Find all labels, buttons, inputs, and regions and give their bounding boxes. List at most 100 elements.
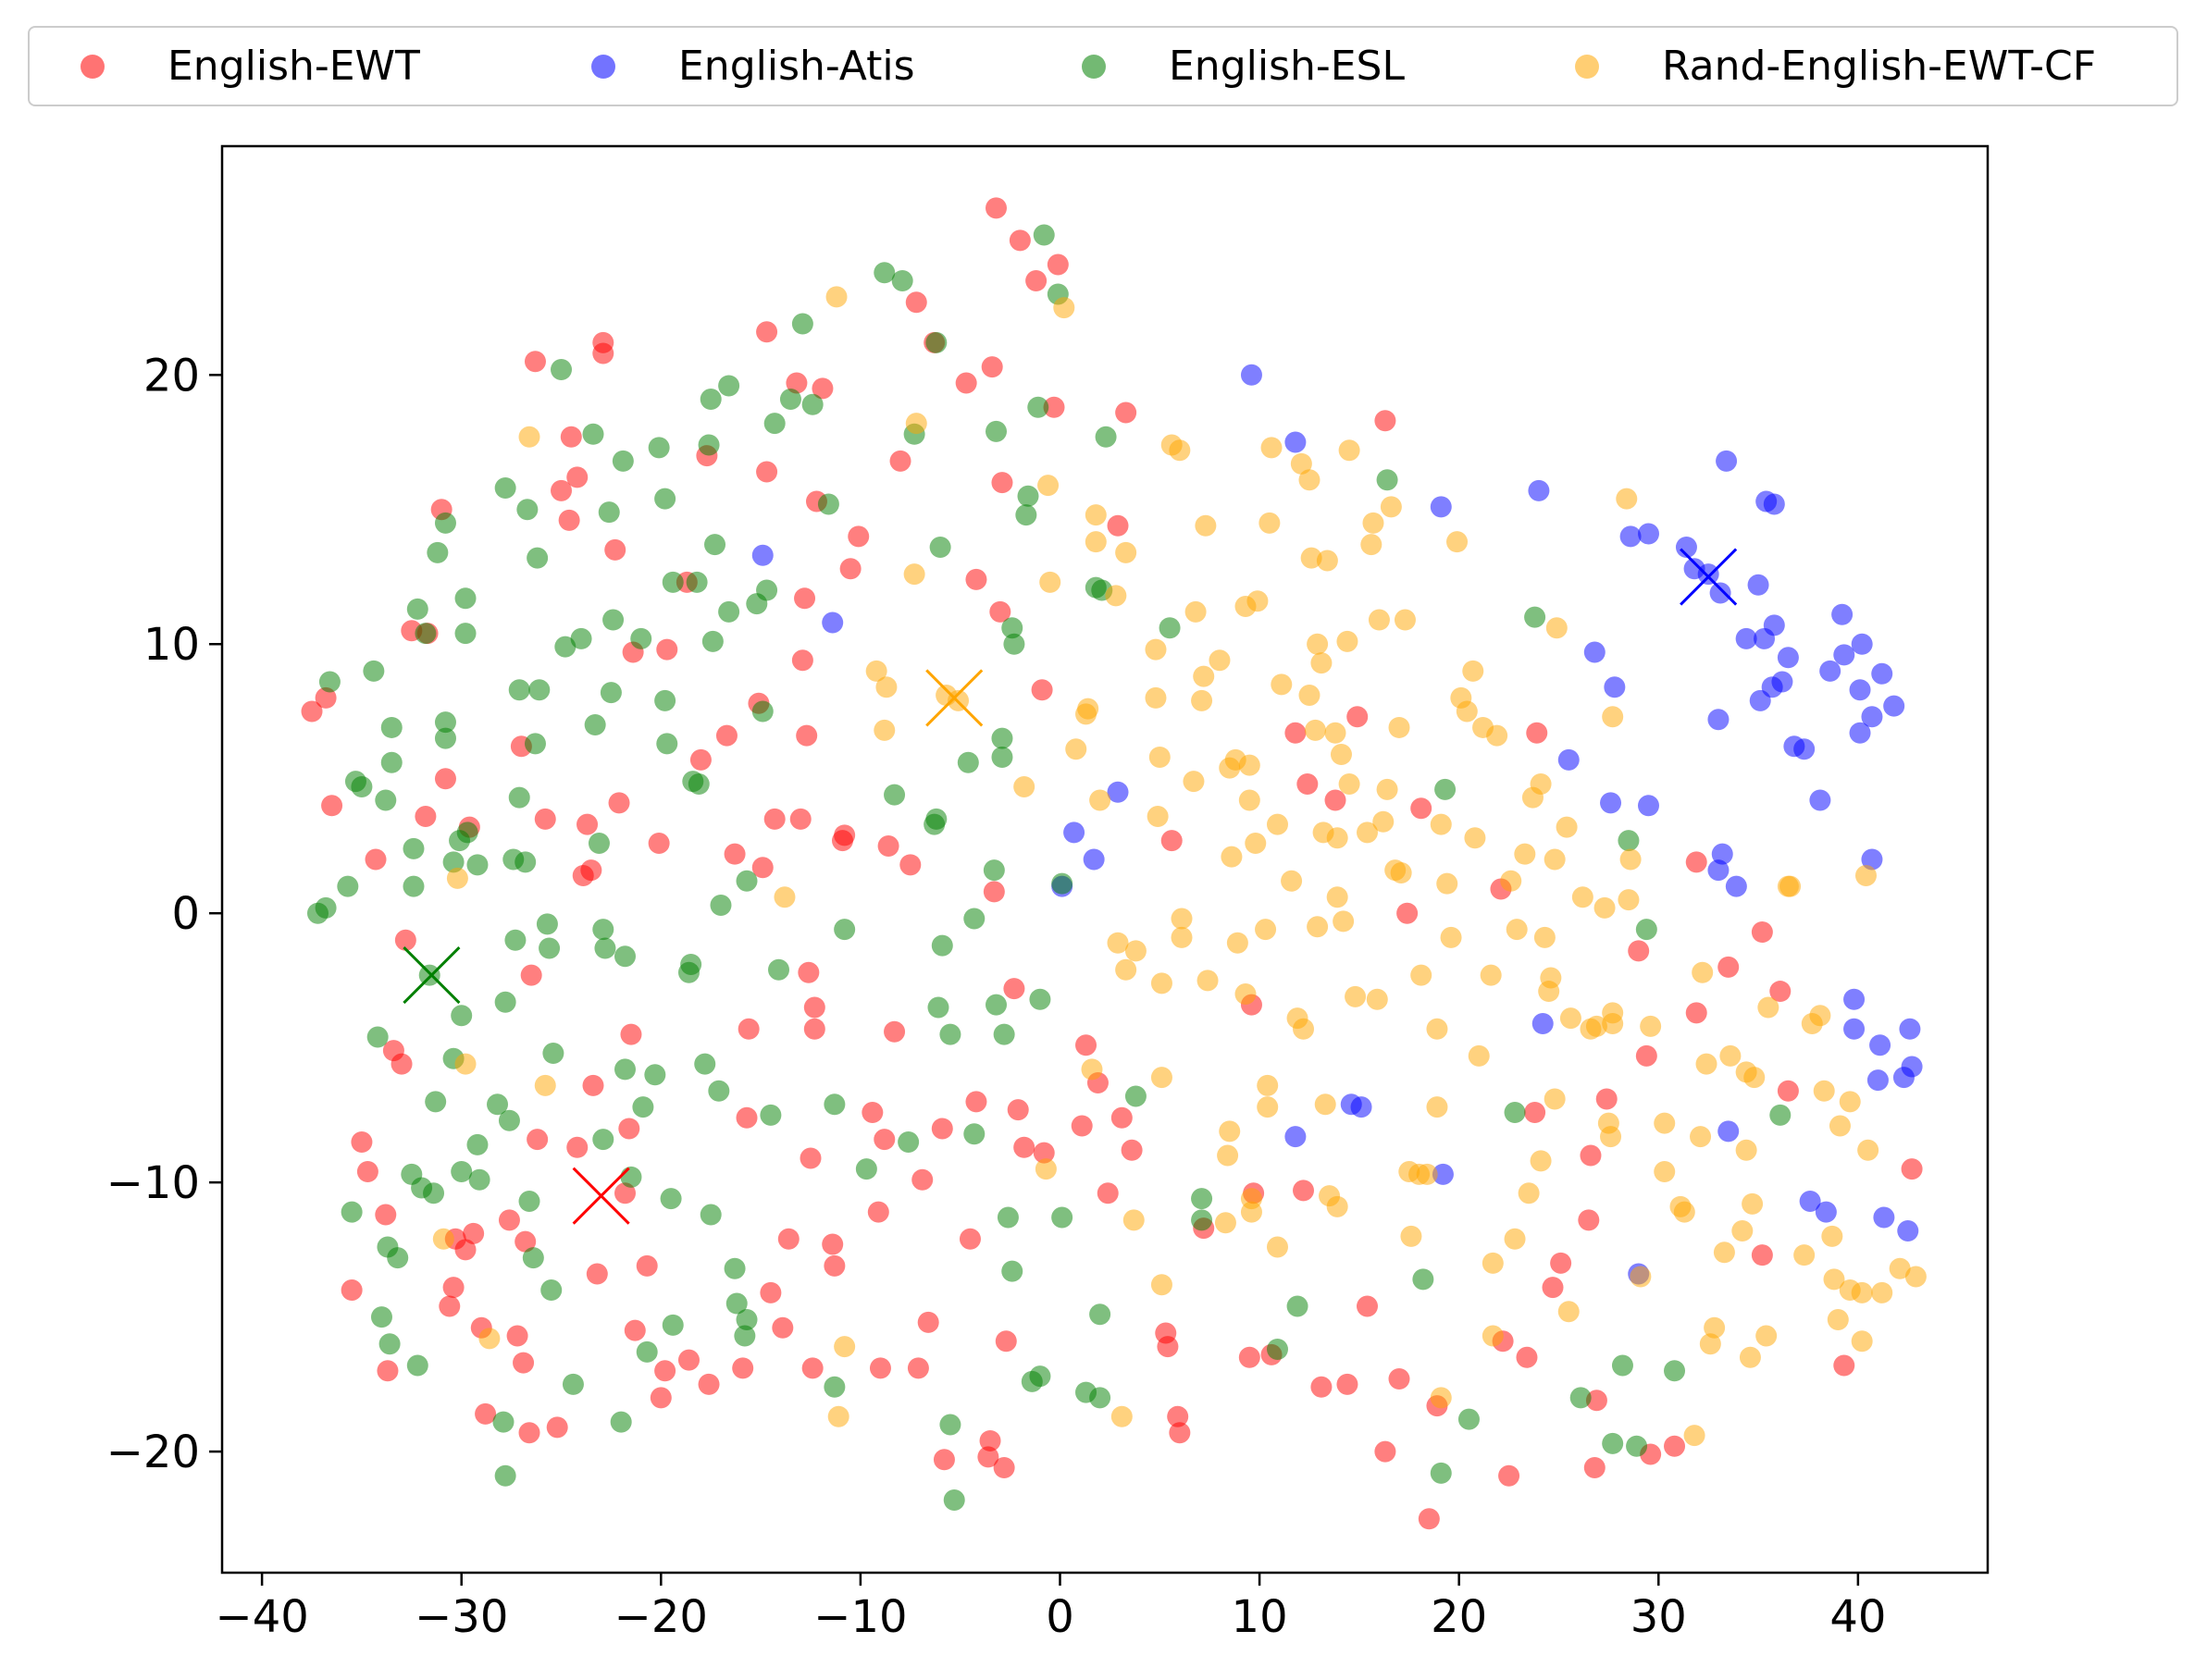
point-english-esl-128 [898, 1130, 920, 1153]
point-rand-english-ewt-cf-176 [1704, 1316, 1726, 1339]
point-english-ewt-93 [834, 824, 856, 846]
point-english-ewt-171 [1526, 722, 1548, 744]
point-english-esl-82 [636, 1340, 658, 1363]
point-english-esl-30 [442, 851, 465, 873]
point-english-atis-66 [1901, 1056, 1923, 1078]
point-english-esl-7 [363, 660, 385, 682]
point-rand-english-ewt-cf-4 [518, 426, 540, 448]
point-english-ewt-85 [801, 1357, 824, 1379]
point-english-esl-65 [570, 627, 592, 649]
point-english-esl-74 [602, 609, 625, 631]
point-english-ewt-143 [1160, 830, 1183, 852]
point-english-ewt-44 [582, 1074, 604, 1096]
point-rand-english-ewt-cf-107 [1372, 810, 1395, 833]
point-rand-english-ewt-cf-73 [1260, 437, 1283, 459]
point-rand-english-ewt-cf-0 [432, 1228, 454, 1250]
point-english-atis-11 [1430, 496, 1452, 518]
legend-label-english-ewt: English-EWT [167, 43, 420, 90]
point-english-ewt-75 [763, 808, 786, 830]
legend-marker-english-ewt [81, 54, 105, 79]
point-english-esl-102 [708, 1080, 730, 1102]
point-english-ewt-30 [518, 1422, 540, 1444]
point-english-esl-51 [515, 851, 537, 873]
point-english-ewt-178 [1595, 1088, 1618, 1110]
point-rand-english-ewt-cf-80 [1293, 1018, 1315, 1040]
point-english-esl-132 [925, 331, 948, 353]
point-english-esl-109 [736, 870, 758, 892]
point-rand-english-ewt-cf-106 [1368, 609, 1390, 631]
point-english-esl-42 [492, 1411, 515, 1433]
point-rand-english-ewt-cf-132 [1480, 964, 1502, 986]
point-english-ewt-48 [604, 538, 626, 561]
point-english-ewt-61 [677, 1349, 700, 1371]
y-tick-label: −10 [106, 1157, 200, 1209]
point-english-ewt-168 [1498, 1464, 1520, 1487]
legend-item-english-ewt: English-EWT [81, 28, 420, 105]
point-rand-english-ewt-cf-166 [1640, 1015, 1662, 1037]
point-english-ewt-68 [736, 1106, 758, 1129]
point-rand-english-ewt-cf-121 [1430, 1387, 1452, 1409]
point-rand-english-ewt-cf-111 [1388, 716, 1410, 738]
point-english-ewt-20 [454, 1239, 477, 1261]
point-rand-english-ewt-cf-41 [1150, 1067, 1172, 1089]
point-rand-english-ewt-cf-135 [1486, 724, 1508, 747]
point-rand-english-ewt-cf-22 [1065, 738, 1087, 760]
point-english-esl-24 [423, 1182, 445, 1204]
point-rand-english-ewt-cf-92 [1324, 722, 1346, 744]
point-english-esl-59 [539, 937, 561, 959]
point-english-esl-188 [1412, 1268, 1434, 1291]
point-english-ewt-36 [551, 479, 573, 501]
point-rand-english-ewt-cf-197 [1839, 1091, 1861, 1113]
point-english-esl-19 [406, 598, 428, 620]
point-rand-english-ewt-cf-185 [1755, 1325, 1778, 1347]
point-english-esl-127 [891, 269, 913, 291]
point-english-esl-187 [1769, 1104, 1792, 1126]
point-english-atis-16 [1583, 641, 1606, 663]
point-english-ewt-29 [515, 1230, 537, 1253]
point-english-ewt-154 [1310, 1376, 1333, 1398]
point-english-atis-13 [1528, 479, 1550, 501]
point-english-atis-55 [1851, 633, 1873, 655]
point-english-esl-131 [925, 808, 948, 830]
point-rand-english-ewt-cf-81 [1298, 685, 1320, 707]
point-english-esl-78 [614, 1058, 636, 1081]
point-rand-english-ewt-cf-55 [1217, 1144, 1239, 1167]
point-english-atis-42 [1777, 647, 1799, 669]
point-rand-english-ewt-cf-31 [1110, 1405, 1133, 1427]
point-english-esl-123 [834, 919, 856, 941]
point-rand-english-ewt-cf-30 [1107, 932, 1129, 954]
point-rand-english-ewt-cf-153 [1571, 886, 1593, 908]
point-english-atis-29 [1711, 843, 1733, 865]
point-rand-english-ewt-cf-204 [1889, 1257, 1911, 1279]
point-english-ewt-188 [1769, 981, 1792, 1003]
point-english-atis-0 [751, 544, 774, 566]
point-rand-english-ewt-cf-64 [1238, 754, 1260, 776]
point-english-esl-45 [494, 991, 516, 1013]
point-english-esl-83 [644, 1064, 666, 1086]
point-rand-english-ewt-cf-21 [1053, 297, 1075, 319]
point-rand-english-ewt-cf-54 [1214, 1212, 1236, 1234]
point-english-esl-17 [403, 837, 425, 859]
point-rand-english-ewt-cf-18 [1035, 1158, 1057, 1180]
point-rand-english-ewt-cf-171 [1683, 1425, 1705, 1447]
point-rand-english-ewt-cf-140 [1518, 1182, 1540, 1204]
point-english-esl-22 [415, 623, 437, 645]
point-english-ewt-173 [1550, 1252, 1572, 1274]
point-english-ewt-124 [1003, 978, 1025, 1000]
point-english-ewt-113 [965, 1091, 987, 1113]
point-english-esl-149 [1001, 617, 1023, 639]
point-rand-english-ewt-cf-53 [1209, 649, 1231, 672]
point-rand-english-ewt-cf-172 [1690, 1126, 1712, 1148]
point-english-atis-8 [1284, 1126, 1307, 1148]
point-english-esl-76 [612, 450, 634, 472]
point-english-esl-70 [592, 1129, 614, 1151]
point-english-esl-44 [494, 476, 516, 499]
point-english-ewt-82 [796, 724, 818, 747]
point-english-ewt-139 [1115, 401, 1137, 424]
point-rand-english-ewt-cf-125 [1446, 531, 1469, 553]
point-english-esl-66 [582, 423, 604, 445]
point-english-ewt-116 [979, 1429, 1001, 1451]
point-rand-english-ewt-cf-151 [1557, 1301, 1580, 1323]
point-rand-english-ewt-cf-195 [1827, 1309, 1849, 1331]
